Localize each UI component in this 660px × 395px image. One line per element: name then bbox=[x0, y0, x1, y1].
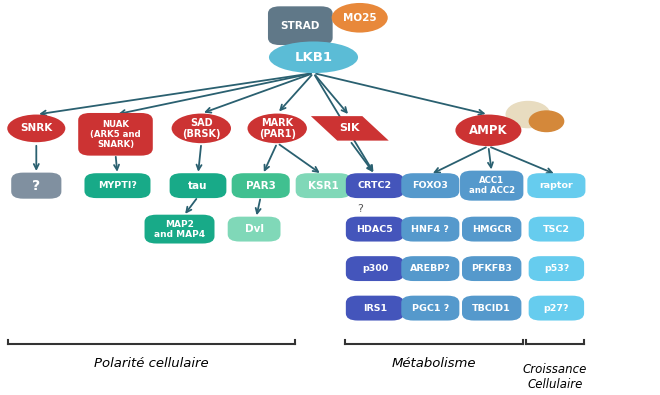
Text: MAP2
and MAP4: MAP2 and MAP4 bbox=[154, 220, 205, 239]
FancyBboxPatch shape bbox=[527, 173, 585, 198]
FancyBboxPatch shape bbox=[170, 173, 226, 198]
FancyBboxPatch shape bbox=[84, 173, 150, 198]
FancyBboxPatch shape bbox=[462, 216, 521, 242]
FancyBboxPatch shape bbox=[346, 216, 404, 242]
Text: HDAC5: HDAC5 bbox=[356, 225, 393, 233]
Text: ACC1
and ACC2: ACC1 and ACC2 bbox=[469, 176, 515, 195]
FancyBboxPatch shape bbox=[401, 256, 459, 281]
Text: TSC2: TSC2 bbox=[543, 225, 570, 233]
FancyBboxPatch shape bbox=[296, 173, 351, 198]
FancyBboxPatch shape bbox=[462, 256, 521, 281]
Ellipse shape bbox=[455, 115, 521, 146]
Text: AREBP?: AREBP? bbox=[410, 264, 451, 273]
Text: raptor: raptor bbox=[539, 181, 574, 190]
FancyBboxPatch shape bbox=[401, 216, 459, 242]
FancyBboxPatch shape bbox=[228, 216, 280, 242]
FancyBboxPatch shape bbox=[346, 295, 404, 321]
FancyBboxPatch shape bbox=[346, 173, 404, 198]
Text: MYPTI?: MYPTI? bbox=[98, 181, 137, 190]
FancyBboxPatch shape bbox=[401, 295, 459, 321]
Text: Polarité cellulaire: Polarité cellulaire bbox=[94, 357, 209, 371]
FancyBboxPatch shape bbox=[460, 171, 523, 201]
Text: MO25: MO25 bbox=[343, 13, 376, 23]
FancyBboxPatch shape bbox=[529, 256, 584, 281]
Text: PGC1 ?: PGC1 ? bbox=[412, 304, 449, 312]
FancyBboxPatch shape bbox=[145, 215, 214, 243]
Text: CRTC2: CRTC2 bbox=[358, 181, 392, 190]
Text: Croissance
Cellulaire: Croissance Cellulaire bbox=[523, 363, 587, 391]
Text: NUAK
(ARK5 and
SNARK): NUAK (ARK5 and SNARK) bbox=[90, 120, 141, 149]
Polygon shape bbox=[311, 116, 389, 141]
Circle shape bbox=[529, 111, 564, 132]
FancyBboxPatch shape bbox=[268, 6, 333, 45]
Text: SIK: SIK bbox=[339, 123, 360, 134]
FancyBboxPatch shape bbox=[78, 113, 152, 156]
Text: ?: ? bbox=[32, 179, 40, 193]
Ellipse shape bbox=[269, 41, 358, 73]
Text: STRAD: STRAD bbox=[280, 21, 320, 31]
Text: HNF4 ?: HNF4 ? bbox=[411, 225, 449, 233]
Text: AMPK: AMPK bbox=[469, 124, 508, 137]
Ellipse shape bbox=[248, 114, 307, 143]
FancyBboxPatch shape bbox=[346, 256, 404, 281]
Text: PFKFB3: PFKFB3 bbox=[471, 264, 512, 273]
Text: LKB1: LKB1 bbox=[294, 51, 333, 64]
FancyBboxPatch shape bbox=[232, 173, 290, 198]
Text: tau: tau bbox=[188, 181, 208, 191]
Text: SAD
(BRSK): SAD (BRSK) bbox=[182, 118, 220, 139]
Text: TBCID1: TBCID1 bbox=[473, 304, 511, 312]
Text: p53?: p53? bbox=[544, 264, 569, 273]
Text: p27?: p27? bbox=[544, 304, 569, 312]
FancyBboxPatch shape bbox=[11, 173, 61, 199]
Text: FOXO3: FOXO3 bbox=[412, 181, 448, 190]
FancyBboxPatch shape bbox=[401, 173, 459, 198]
Text: IRS1: IRS1 bbox=[363, 304, 387, 312]
FancyBboxPatch shape bbox=[529, 295, 584, 321]
Text: p300: p300 bbox=[362, 264, 388, 273]
FancyBboxPatch shape bbox=[529, 216, 584, 242]
FancyBboxPatch shape bbox=[462, 295, 521, 321]
Text: HMGCR: HMGCR bbox=[472, 225, 512, 233]
Ellipse shape bbox=[172, 114, 231, 143]
Text: Dvl: Dvl bbox=[245, 224, 263, 234]
Circle shape bbox=[506, 102, 550, 128]
Text: PAR3: PAR3 bbox=[246, 181, 276, 191]
Text: MARK
(PAR1): MARK (PAR1) bbox=[259, 118, 296, 139]
Text: KSR1: KSR1 bbox=[308, 181, 339, 191]
Text: SNRK: SNRK bbox=[20, 123, 52, 134]
Text: ?: ? bbox=[357, 204, 362, 214]
Text: Métabolisme: Métabolisme bbox=[392, 357, 477, 371]
Ellipse shape bbox=[7, 115, 65, 142]
Ellipse shape bbox=[332, 3, 388, 33]
